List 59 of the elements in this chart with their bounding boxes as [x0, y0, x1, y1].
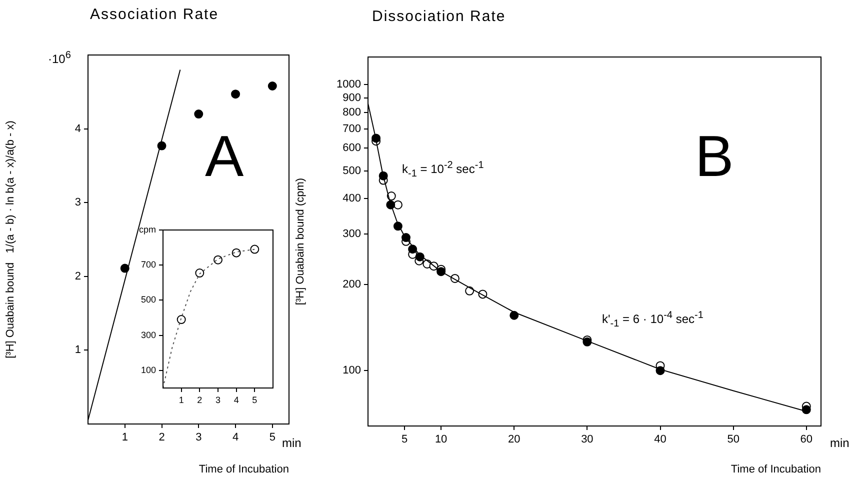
point: [214, 255, 222, 264]
text: ·10$^{6}$: [48, 50, 71, 66]
y-axis-title: [³H] Ouabain bound 1/(a - b) · ln b(a - x)/a(b - x): [4, 120, 17, 358]
y-tick-label: 600: [342, 142, 361, 154]
x-axis-title: Time of Incubation: [198, 463, 289, 476]
y-tick-label: 100: [140, 364, 156, 375]
x-tick-label: 30: [581, 434, 594, 446]
y-tick-label: 300: [140, 330, 156, 340]
x-tick-label: 5: [401, 434, 408, 446]
chart-title: Dissociation Rate: [372, 8, 506, 25]
x-tick-label: 3: [196, 432, 202, 444]
point: [176, 315, 186, 324]
x-tick-label: 4: [234, 394, 239, 405]
y-tick-label: 1: [74, 344, 81, 356]
y-tick-label: 700: [342, 123, 361, 136]
point: [195, 268, 204, 278]
text: min: [830, 436, 850, 450]
y-tick-label: 500: [342, 164, 361, 177]
x-tick-label: 2: [158, 432, 165, 444]
point: [268, 81, 277, 90]
point: [231, 90, 240, 99]
x-axis-title: Time of Incubation: [730, 463, 821, 476]
x-tick-label: 5: [252, 394, 258, 405]
y-axis-title: [³H] Ouabain bound (cpm): [294, 178, 307, 306]
x-tick-label: 50: [727, 434, 740, 446]
y-tick-label: 700: [140, 260, 156, 270]
y-tick-label: 500: [140, 294, 156, 305]
x-tick-label: 60: [800, 434, 813, 446]
annotation: B: [695, 124, 734, 189]
y-tick-label: 400: [342, 192, 361, 204]
point: [250, 244, 260, 254]
x-tick-label: 3: [215, 394, 221, 405]
y-tick-label: cpm: [138, 224, 156, 234]
point: [802, 405, 811, 414]
point: [232, 248, 241, 258]
x-tick-label: 20: [508, 434, 520, 446]
text: min: [282, 436, 302, 450]
x-tick-label: 2: [197, 394, 202, 405]
y-tick-label: 900: [342, 92, 361, 104]
y-tick-label: 800: [342, 106, 361, 118]
x-tick-label: 1: [122, 432, 128, 444]
x-tick-label: 4: [232, 432, 239, 444]
y-tick-label: 300: [342, 228, 361, 240]
y-tick-label: 2: [74, 270, 81, 282]
y-tick-label: 3: [74, 196, 81, 209]
point: [393, 200, 402, 210]
y-tick-label: 1000: [336, 78, 361, 91]
annotation: A: [205, 124, 244, 189]
annotation: k$_{-1}$ = 10$^{-2}$ sec$^{-1}$: [402, 160, 484, 180]
x-tick-label: 10: [434, 434, 448, 446]
point: [194, 110, 204, 119]
y-tick-label: 4: [74, 122, 81, 135]
x-tick-label: 5: [269, 432, 276, 444]
x-tick-label: 1: [178, 394, 184, 405]
y-tick-label: 100: [342, 364, 361, 377]
annotation: k'$_{-1}$ = 6 · 10$^{-4}$ sec$^{-1}$: [602, 310, 704, 330]
x-tick-label: 40: [654, 434, 666, 446]
chart-title: Association Rate: [90, 6, 219, 23]
y-tick-label: 200: [342, 278, 361, 291]
